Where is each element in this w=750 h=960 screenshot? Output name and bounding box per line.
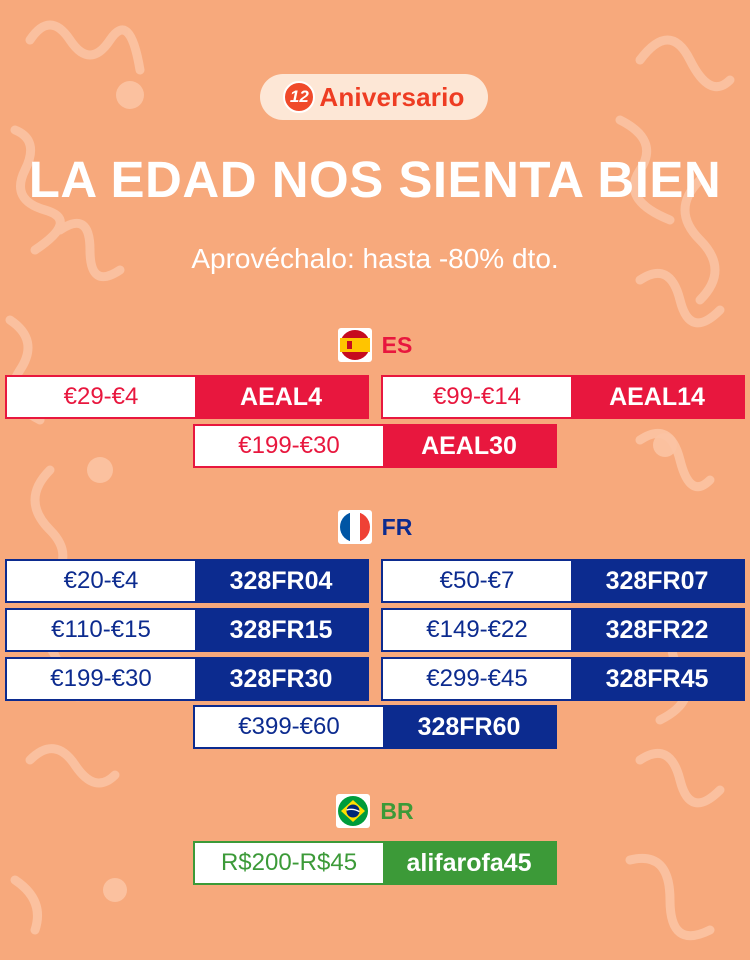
coupon-fr-6[interactable]: €299-€45 328FR45 [381, 657, 745, 701]
anniversary-number-icon: 12 [283, 81, 316, 113]
coupon-code[interactable]: 328FR60 [383, 707, 555, 747]
coupon-code[interactable]: 328FR45 [571, 659, 743, 699]
coupon-range: €199-€30 [7, 659, 195, 699]
coupon-range: €50-€7 [383, 561, 571, 601]
coupon-range: €399-€60 [195, 707, 383, 747]
coupon-code[interactable]: 328FR04 [195, 561, 367, 601]
page-title: LA EDAD NOS SIENTA BIEN [28, 151, 722, 208]
coupon-br-1[interactable]: R$200-R$45 alifarofa45 [193, 841, 557, 885]
section-label-es: ES [381, 331, 413, 358]
coupon-fr-3[interactable]: €110-€15 328FR15 [5, 608, 369, 652]
coupon-range: €110-€15 [7, 610, 195, 650]
coupon-es-3[interactable]: €199-€30 AEAL30 [193, 424, 557, 468]
section-label-fr: FR [381, 513, 413, 540]
coupon-range: R$200-R$45 [195, 843, 383, 883]
section-label-br: BR [380, 797, 414, 824]
coupon-fr-7[interactable]: €399-€60 328FR60 [193, 705, 557, 749]
brazil-flag-icon [336, 794, 371, 828]
coupon-code[interactable]: alifarofa45 [383, 843, 555, 883]
coupon-code[interactable]: 328FR07 [571, 561, 743, 601]
coupon-range: €20-€4 [7, 561, 195, 601]
anniversary-badge: 12 Aniversario [260, 74, 488, 120]
coupon-code[interactable]: 328FR30 [195, 659, 367, 699]
section-header-es: ES [0, 328, 750, 362]
coupon-code[interactable]: AEAL14 [571, 377, 743, 417]
coupon-fr-1[interactable]: €20-€4 328FR04 [5, 559, 369, 603]
coupon-code[interactable]: 328FR15 [195, 610, 367, 650]
coupon-es-1[interactable]: €29-€4 AEAL4 [5, 375, 369, 419]
coupon-range: €29-€4 [7, 377, 195, 417]
coupon-code[interactable]: AEAL30 [383, 426, 555, 466]
section-header-fr: FR [0, 510, 750, 544]
coupon-code[interactable]: AEAL4 [195, 377, 367, 417]
coupon-fr-4[interactable]: €149-€22 328FR22 [381, 608, 745, 652]
anniversary-label: Aniversario [319, 81, 465, 112]
coupon-range: €199-€30 [195, 426, 383, 466]
coupon-range: €299-€45 [383, 659, 571, 699]
coupon-range: €99-€14 [383, 377, 571, 417]
coupon-range: €149-€22 [383, 610, 571, 650]
coupon-fr-5[interactable]: €199-€30 328FR30 [5, 657, 369, 701]
section-header-br: BR [0, 794, 750, 828]
france-flag-icon [337, 510, 372, 544]
coupon-fr-2[interactable]: €50-€7 328FR07 [381, 559, 745, 603]
page-subtitle: Aprovéchalo: hasta -80% dto. [191, 243, 559, 274]
coupon-code[interactable]: 328FR22 [571, 610, 743, 650]
coupon-es-2[interactable]: €99-€14 AEAL14 [381, 375, 745, 419]
spain-flag-icon [337, 328, 372, 362]
